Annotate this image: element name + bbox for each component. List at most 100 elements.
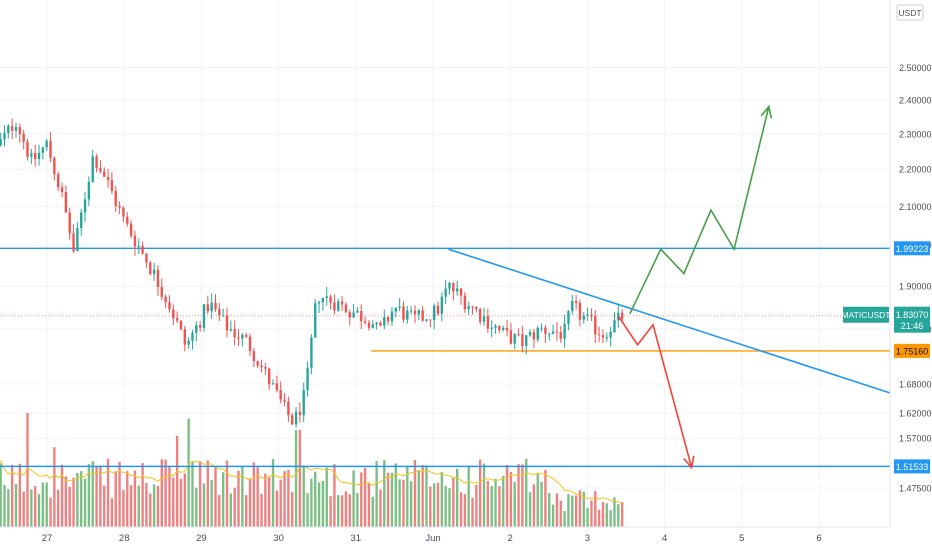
volume-bar [114, 471, 117, 527]
bearish-projection-arrowhead [683, 455, 695, 470]
candle-body [409, 310, 413, 312]
candle-body [106, 176, 110, 181]
volume-bar [268, 476, 271, 527]
candle-body [571, 300, 574, 312]
candle-body [363, 321, 367, 323]
volume-bar [83, 478, 87, 527]
candle-body [129, 223, 133, 236]
volume-bar [76, 472, 79, 527]
volume-bar [110, 498, 114, 527]
volume-bar [160, 459, 163, 527]
candle-body [513, 334, 516, 344]
current-price-value: 1.83070 [896, 310, 929, 320]
candle-body [482, 316, 486, 322]
candle-body [202, 304, 206, 328]
volume-bar [218, 495, 221, 527]
volume-bar [306, 493, 309, 527]
volume-bar [49, 497, 52, 527]
candle-body [45, 141, 48, 148]
volume-bar [521, 464, 524, 527]
volume-bar [398, 479, 401, 527]
y-tick-label: 1.57000 [899, 434, 932, 444]
volume-bar [179, 478, 183, 527]
volume-bar [597, 509, 601, 527]
candle-body [152, 269, 156, 275]
volume-bar [287, 469, 290, 527]
candle-body [87, 181, 91, 200]
volume-bar [233, 487, 236, 527]
volume-bar [244, 495, 248, 527]
candle-body [536, 327, 539, 340]
candle-body [455, 288, 459, 292]
volume-bar [528, 492, 532, 527]
candle-body [80, 212, 83, 229]
volume-bar [559, 500, 562, 527]
volume-bar [440, 471, 444, 527]
volume-bar [337, 495, 340, 527]
volume-bar [333, 464, 336, 527]
descending-trendline [448, 248, 893, 395]
volume-bar [252, 462, 256, 527]
volume-bar [152, 484, 156, 527]
volume-bar [279, 479, 282, 527]
candle-body [505, 327, 509, 331]
candle-body [60, 187, 64, 192]
volume-bar [225, 460, 229, 527]
volume-bar [390, 472, 394, 527]
volume-bar [555, 493, 559, 527]
volume-bar [406, 465, 409, 527]
candle-body [3, 133, 6, 140]
candle-body [475, 306, 478, 310]
volume-bar [91, 461, 94, 527]
volume-bar [129, 485, 133, 527]
volume-bar [149, 493, 152, 527]
candle-body [582, 315, 585, 320]
candle-body [233, 329, 236, 338]
candle-body [7, 126, 10, 134]
volume-bar [68, 486, 71, 527]
volume-bar [291, 492, 294, 527]
candle-body [195, 325, 198, 333]
volume-bar [172, 477, 175, 527]
volume-bar [383, 460, 386, 527]
x-tick-label: 29 [196, 533, 207, 544]
countdown-label: 21:46 [901, 321, 924, 331]
candle-body [486, 316, 490, 329]
volume-bar [314, 471, 317, 527]
volume-bar [264, 473, 267, 527]
candle-body [490, 327, 493, 329]
candle-body [436, 305, 440, 314]
volume-bar [605, 503, 608, 527]
volume-bar [348, 494, 351, 527]
volume-bar [367, 483, 371, 527]
candle-body [540, 327, 543, 329]
candle-body [221, 315, 225, 317]
candle-body [206, 304, 210, 312]
x-tick-label: 5 [739, 533, 744, 544]
volume-bar [467, 467, 470, 527]
candle-body [459, 288, 463, 296]
volume-bar [394, 463, 397, 527]
candle-body [95, 156, 98, 169]
volume-bar [210, 479, 213, 527]
volume-bar [103, 485, 106, 527]
volume-bar [502, 475, 505, 527]
candle-body [33, 153, 37, 159]
candle-body [244, 334, 248, 337]
volume-bar [613, 497, 616, 527]
volume-bar [202, 483, 206, 527]
candle-body [467, 306, 470, 310]
candle-body [367, 322, 371, 328]
y-tick-label: 2.10000 [899, 202, 932, 212]
volume-bar [53, 447, 56, 527]
volume-bar [525, 458, 528, 527]
volume-bar [164, 459, 167, 527]
volume-bar [260, 493, 263, 527]
candle-body [218, 308, 221, 316]
volume-bar [26, 413, 29, 527]
volume-bar [275, 490, 279, 527]
candle-body [14, 127, 18, 131]
